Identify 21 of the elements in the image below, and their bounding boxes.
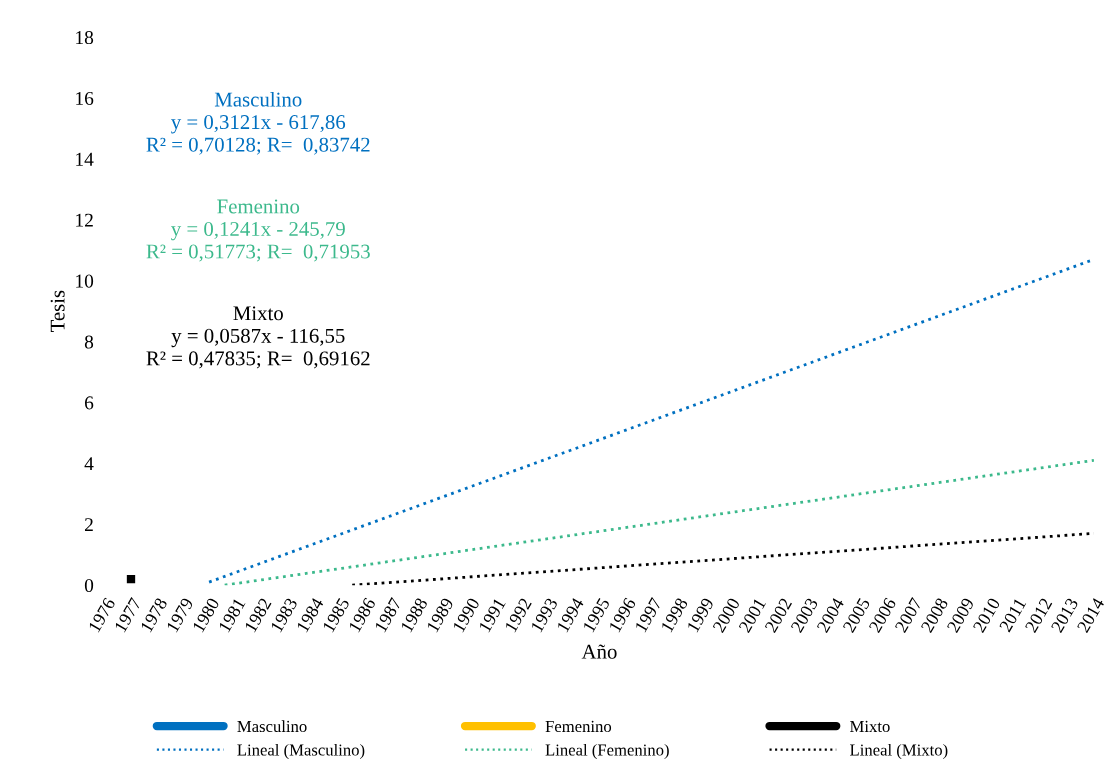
y-axis-title: Tesis xyxy=(50,290,65,333)
y-tick-label: 2 xyxy=(85,518,93,531)
y-tick-label: 10 xyxy=(76,274,94,288)
legend-label: Masculino xyxy=(237,720,307,733)
x-axis-title: Año xyxy=(581,644,617,659)
annotation: Femenino y = 0,1241x - 245,79 R² = 0,51773; R= 0,71953 xyxy=(146,199,370,262)
y-tick-label: 14 xyxy=(76,152,94,166)
annotation: Masculino y = 0,3121x - 617,86 R² = 0,70128; R= 0,83742 xyxy=(146,91,370,155)
legend-label: Lineal (Femenino) xyxy=(545,743,669,759)
legend-label: Mixto xyxy=(850,720,890,733)
legend-label: Femenino xyxy=(545,720,612,733)
y-tick-label: 12 xyxy=(76,213,93,227)
y-tick-label: 18 xyxy=(76,30,94,45)
legend-label: Lineal (Mixto) xyxy=(850,743,948,759)
y-tick-label: 4 xyxy=(84,457,94,471)
legend-label: Lineal (Masculino) xyxy=(237,743,365,759)
y-tick-label: 6 xyxy=(84,396,94,410)
y-tick-label: 16 xyxy=(76,91,94,105)
annotation: Mixto y = 0,0587x - 116,55 R² = 0,47835; R= 0,69162 xyxy=(146,306,370,369)
y-tick-label: 8 xyxy=(84,335,94,349)
y-tick-label: 0 xyxy=(84,578,94,593)
